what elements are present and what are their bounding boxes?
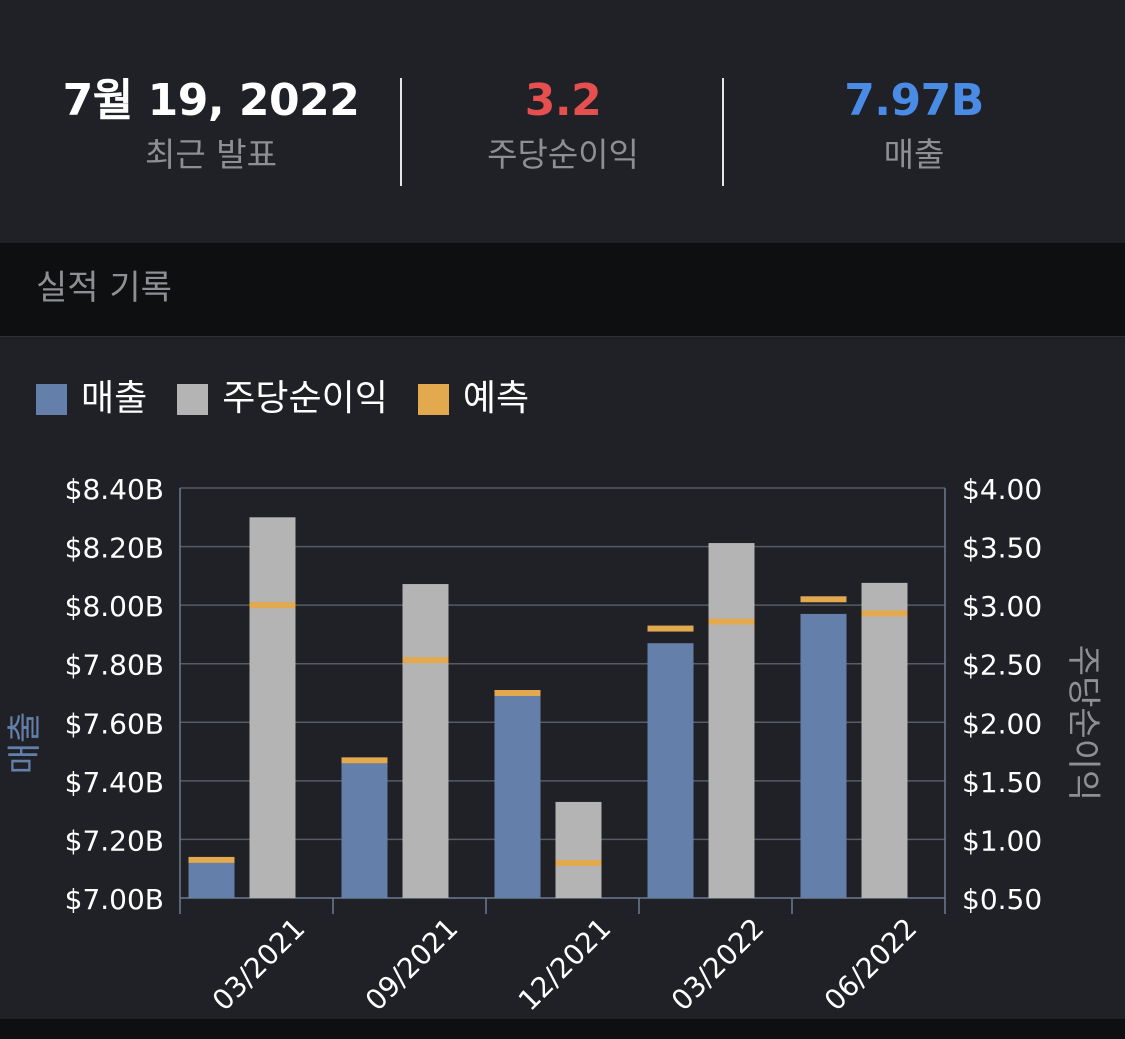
eps-estimate-marker	[861, 610, 908, 617]
right-tick-label: $1.00	[962, 824, 1042, 857]
revenue-bar	[188, 862, 235, 898]
right-axis-title: 주당순이익	[1063, 645, 1103, 801]
stat-eps: 3.2 주당순이익	[402, 70, 724, 178]
earnings-history-header: 실적 기록	[0, 243, 1125, 337]
left-tick-label: $8.00B	[65, 590, 164, 623]
eps-bar	[249, 517, 296, 898]
left-axis-title: 매출	[5, 712, 45, 775]
eps-bar	[861, 582, 908, 898]
chart-legend: 매출 주당순이익 예측	[36, 377, 559, 421]
x-tick-label: 06/2022	[818, 912, 924, 1018]
legend-swatch-revenue	[36, 383, 67, 415]
right-tick-label: $4.00	[962, 473, 1042, 506]
revenue-estimate-marker	[188, 856, 235, 863]
legend-swatch-eps	[177, 383, 209, 415]
left-tick-label: $8.40B	[65, 473, 164, 506]
release-date-value: 7월 19, 2022	[62, 75, 360, 126]
bottom-strip	[0, 1019, 1125, 1039]
x-tick-label: 03/2022	[665, 912, 771, 1018]
right-tick-label: $1.50	[962, 766, 1042, 799]
left-tick-label: $7.60B	[65, 707, 164, 740]
legend-label-estimate: 예측	[462, 378, 530, 419]
right-tick-label: $3.00	[962, 590, 1042, 623]
stat-divider	[722, 78, 724, 186]
revenue-estimate-marker	[647, 625, 694, 632]
eps-bar	[402, 584, 449, 898]
right-tick-label: $0.50	[962, 883, 1042, 916]
eps-value: 3.2	[524, 75, 602, 126]
left-tick-label: $7.80B	[65, 649, 164, 682]
legend-item-revenue[interactable]: 매출	[36, 377, 147, 421]
revenue-estimate-marker	[494, 690, 541, 696]
eps-bar	[555, 801, 602, 898]
legend-label-eps: 주당순이익	[222, 378, 388, 419]
revenue-estimate-marker	[341, 757, 388, 764]
revenue-bar	[494, 695, 541, 898]
right-tick-label: $2.50	[962, 649, 1042, 682]
earnings-chart-panel: 매출 주당순이익 예측	[0, 337, 1125, 1019]
stats-header: 7월 19, 2022 최근 발표 3.2 주당순이익 7.97B 매출	[0, 0, 1125, 243]
revenue-value: 7.97B	[844, 75, 984, 126]
eps-bar	[708, 543, 755, 898]
revenue-bar	[647, 643, 694, 898]
revenue-bar	[800, 613, 847, 898]
eps-estimate-marker	[708, 618, 755, 625]
eps-estimate-marker	[555, 859, 602, 866]
legend-item-eps[interactable]: 주당순이익	[177, 377, 388, 421]
legend-label-revenue: 매출	[81, 378, 148, 419]
revenue-bar	[341, 763, 388, 898]
stat-revenue: 7.97B 매출	[754, 70, 1074, 178]
left-tick-label: $7.00B	[65, 883, 164, 916]
x-tick-label: 12/2021	[512, 912, 618, 1018]
stat-divider	[400, 78, 402, 186]
x-tick-label: 09/2021	[359, 912, 465, 1018]
right-tick-label: $2.00	[962, 707, 1042, 740]
eps-estimate-marker	[249, 602, 296, 609]
revenue-estimate-marker	[800, 596, 847, 603]
eps-label: 주당순이익	[487, 135, 639, 174]
right-tick-label: $3.50	[962, 532, 1042, 565]
stat-release-date: 7월 19, 2022 최근 발표	[51, 70, 371, 178]
section-title: 실적 기록	[36, 268, 172, 308]
legend-item-estimate[interactable]: 예측	[417, 377, 530, 421]
eps-estimate-marker	[402, 657, 449, 664]
revenue-label: 매출	[883, 135, 945, 174]
x-tick-label: 03/2021	[206, 912, 312, 1018]
release-date-label: 최근 발표	[145, 135, 277, 174]
left-tick-label: $7.20B	[65, 824, 164, 857]
legend-swatch-estimate	[417, 383, 449, 415]
left-tick-label: $7.40B	[65, 766, 164, 799]
left-tick-label: $8.20B	[65, 532, 164, 565]
